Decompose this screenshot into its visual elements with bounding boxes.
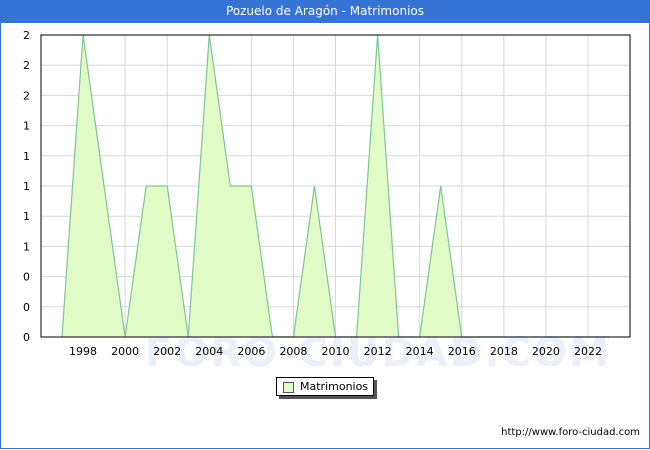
- x-tick-label: 2006: [237, 345, 265, 358]
- legend: Matrimonios: [276, 377, 374, 396]
- x-tick-label: 2008: [279, 345, 307, 358]
- x-tick-label: 2014: [406, 345, 434, 358]
- y-tick-label: 0: [23, 301, 30, 314]
- area-fill: [62, 35, 610, 337]
- x-tick-label: 2012: [364, 345, 392, 358]
- x-tick-label: 2016: [448, 345, 476, 358]
- legend-swatch-icon: [283, 382, 294, 393]
- y-tick-label: 1: [23, 240, 30, 253]
- y-tick-label: 1: [23, 150, 30, 163]
- watermark: FORO-CIUDAD.COM: [145, 330, 611, 376]
- x-tick-label: 2022: [574, 345, 602, 358]
- y-tick-label: 1: [23, 180, 30, 193]
- x-tick-label: 2004: [195, 345, 223, 358]
- y-tick-label: 2: [23, 89, 30, 102]
- y-tick-label: 2: [23, 59, 30, 72]
- x-tick-label: 2018: [490, 345, 518, 358]
- x-tick-label: 2020: [532, 345, 560, 358]
- x-tick-label: 2000: [111, 345, 139, 358]
- y-tick-label: 0: [23, 271, 30, 284]
- y-tick-label: 1: [23, 120, 30, 133]
- plot-border: [40, 34, 631, 338]
- x-tick-label: 1998: [69, 345, 97, 358]
- x-tick-label: 2002: [153, 345, 181, 358]
- y-tick-label: 1: [23, 210, 30, 223]
- source-url: http://www.foro-ciudad.com: [501, 427, 640, 438]
- y-tick-label: 2: [23, 29, 30, 42]
- y-tick-label: 0: [23, 331, 30, 344]
- x-tick-label: 2010: [322, 345, 350, 358]
- chart-title: Pozuelo de Aragón - Matrimonios: [0, 0, 650, 23]
- legend-label: Matrimonios: [300, 380, 369, 393]
